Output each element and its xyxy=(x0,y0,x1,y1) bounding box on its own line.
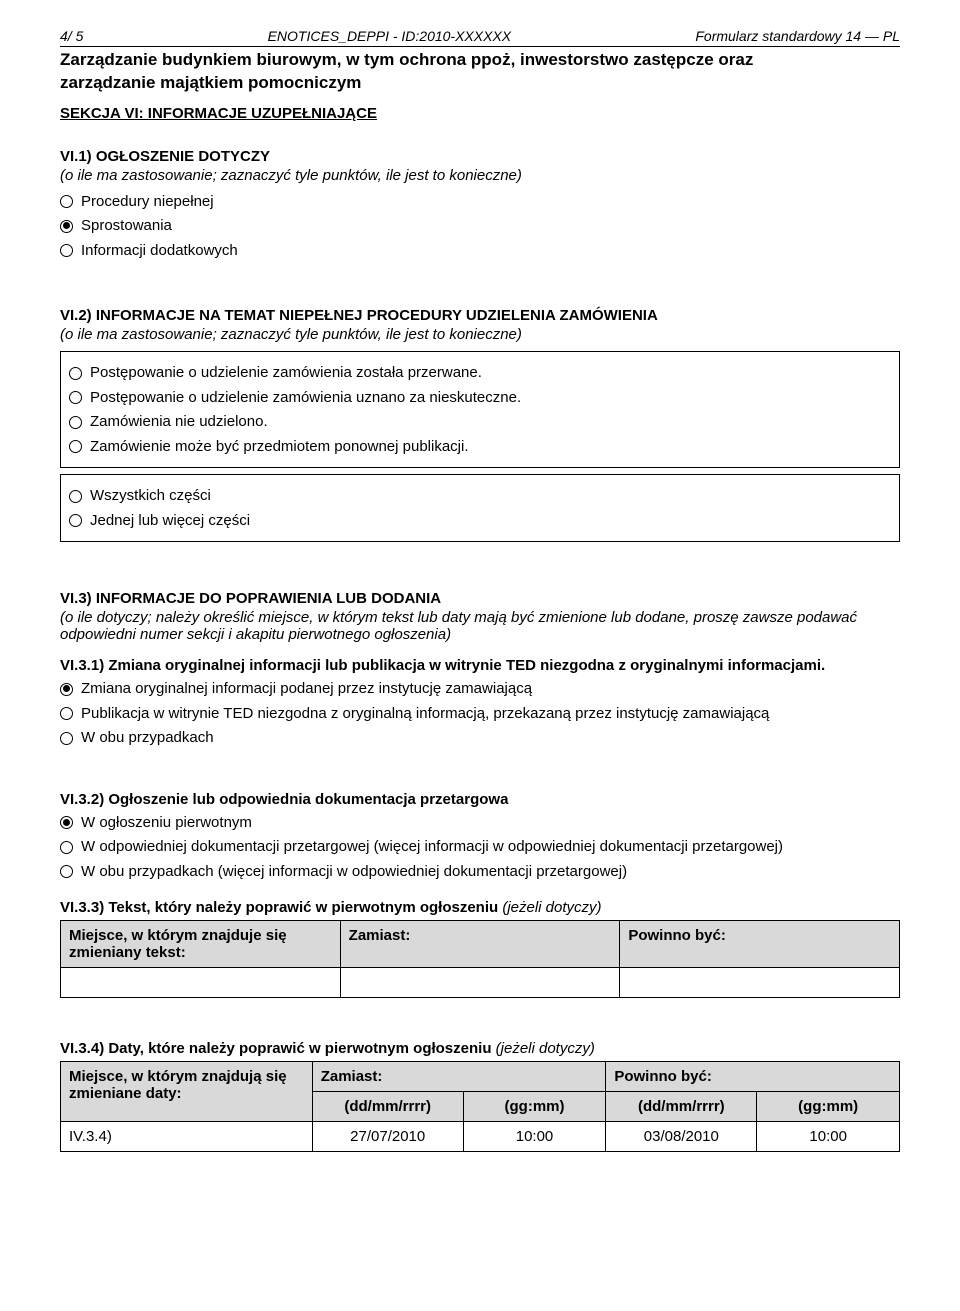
vi34-th-zamiast: Zamiast: xyxy=(312,1062,606,1092)
vi34-cell-loc: IV.3.4) xyxy=(61,1122,313,1152)
vi2-option-jednej[interactable]: Jednej lub więcej części xyxy=(69,511,891,531)
vi3-heading: VI.3) INFORMACJE DO POPRAWIENIA LUB DODA… xyxy=(60,590,900,607)
option-label: W odpowiedniej dokumentacji przetargowej… xyxy=(81,837,783,857)
radio-icon xyxy=(69,440,82,453)
option-label: W obu przypadkach (więcej informacji w o… xyxy=(81,862,627,882)
option-label: Publikacja w witrynie TED niezgodna z or… xyxy=(81,704,769,724)
vi2-box2: Wszystkich części Jednej lub więcej częś… xyxy=(60,474,900,542)
option-label: W ogłoszeniu pierwotnym xyxy=(81,813,252,833)
radio-icon xyxy=(69,490,82,503)
vi33-th-location: Miejsce, w którym znajduje się zmieniany… xyxy=(61,921,341,968)
option-label: Jednej lub więcej części xyxy=(90,511,250,531)
radio-icon xyxy=(69,367,82,380)
doc-id: ENOTICES_DEPPI - ID:2010-XXXXXX xyxy=(268,28,512,44)
vi34-sub-date1: (dd/mm/rrrr) xyxy=(312,1092,463,1122)
vi32-option-pierwotnym[interactable]: W ogłoszeniu pierwotnym xyxy=(60,813,900,833)
radio-icon xyxy=(60,244,73,257)
option-label: Postępowanie o udzielenie zamówienia uzn… xyxy=(90,388,521,408)
vi34-heading-italic: (jeżeli dotyczy) xyxy=(496,1040,595,1057)
option-label: Zamówienie może być przedmiotem ponownej… xyxy=(90,437,469,457)
header-row: 4/ 5 ENOTICES_DEPPI - ID:2010-XXXXXX For… xyxy=(60,28,900,47)
page-container: 4/ 5 ENOTICES_DEPPI - ID:2010-XXXXXX For… xyxy=(0,0,960,1192)
vi33-th-powinno: Powinno być: xyxy=(620,921,900,968)
vi33-heading-bold: VI.3.3) Tekst, który należy poprawić w p… xyxy=(60,899,502,916)
radio-icon xyxy=(69,391,82,404)
vi2-option-przerwane[interactable]: Postępowanie o udzielenie zamówienia zos… xyxy=(69,363,891,383)
vi34-cell-t1: 10:00 xyxy=(463,1122,606,1152)
vi1-note: (o ile ma zastosowanie; zaznaczyć tyle p… xyxy=(60,167,900,184)
vi34-sub-time1: (gg:mm) xyxy=(463,1092,606,1122)
option-label: W obu przypadkach xyxy=(81,728,214,748)
page-indicator: 4/ 5 xyxy=(60,28,83,44)
vi32-option-dokumentacji[interactable]: W odpowiedniej dokumentacji przetargowej… xyxy=(60,837,900,857)
vi2-option-wszystkich[interactable]: Wszystkich części xyxy=(69,486,891,506)
vi3-note: (o ile dotyczy; należy określić miejsce,… xyxy=(60,609,900,643)
vi34-th-powinno: Powinno być: xyxy=(606,1062,900,1092)
radio-selected-icon xyxy=(60,683,73,696)
vi1-option-procedury[interactable]: Procedury niepełnej xyxy=(60,192,900,212)
vi2-option-ponowna[interactable]: Zamówienie może być przedmiotem ponownej… xyxy=(69,437,891,457)
vi31-option-obu[interactable]: W obu przypadkach xyxy=(60,728,900,748)
form-label: Formularz standardowy 14 — PL xyxy=(695,28,900,44)
option-label: Sprostowania xyxy=(81,216,172,236)
vi34-cell-d2: 03/08/2010 xyxy=(606,1122,757,1152)
vi31-heading: VI.3.1) Zmiana oryginalnej informacji lu… xyxy=(60,657,900,674)
vi32-heading: VI.3.2) Ogłoszenie lub odpowiednia dokum… xyxy=(60,791,900,808)
vi1-option-informacji[interactable]: Informacji dodatkowych xyxy=(60,241,900,261)
vi2-note: (o ile ma zastosowanie; zaznaczyć tyle p… xyxy=(60,326,900,343)
vi34-heading: VI.3.4) Daty, które należy poprawić w pi… xyxy=(60,1040,900,1057)
vi2-option-nieudzielono[interactable]: Zamówienia nie udzielono. xyxy=(69,412,891,432)
vi1-heading: VI.1) OGŁOSZENIE DOTYCZY xyxy=(60,148,900,165)
option-label: Zamówienia nie udzielono. xyxy=(90,412,268,432)
vi34-cell-d1: 27/07/2010 xyxy=(312,1122,463,1152)
table-cell xyxy=(340,968,620,998)
option-label: Procedury niepełnej xyxy=(81,192,214,212)
radio-icon xyxy=(69,416,82,429)
vi1-option-sprostowania[interactable]: Sprostowania xyxy=(60,216,900,236)
table-cell xyxy=(61,968,341,998)
section-vi-heading: SEKCJA VI: INFORMACJE UZUPEŁNIAJĄCE xyxy=(60,105,900,122)
option-label: Postępowanie o udzielenie zamówienia zos… xyxy=(90,363,482,383)
vi34-data-row: IV.3.4) 27/07/2010 10:00 03/08/2010 10:0… xyxy=(61,1122,900,1152)
radio-icon xyxy=(69,514,82,527)
vi34-th-location: Miejsce, w którym znajdują się zmieniane… xyxy=(61,1062,313,1122)
vi2-heading: VI.2) INFORMACJE NA TEMAT NIEPEŁNEJ PROC… xyxy=(60,307,900,324)
vi31-option-zmiana[interactable]: Zmiana oryginalnej informacji podanej pr… xyxy=(60,679,900,699)
vi34-table: Miejsce, w którym znajdują się zmieniane… xyxy=(60,1061,900,1152)
vi33-heading-italic: (jeżeli dotyczy) xyxy=(502,899,601,916)
vi32-option-obu[interactable]: W obu przypadkach (więcej informacji w o… xyxy=(60,862,900,882)
radio-icon xyxy=(60,841,73,854)
option-label: Wszystkich części xyxy=(90,486,211,506)
vi34-heading-bold: VI.3.4) Daty, które należy poprawić w pi… xyxy=(60,1040,496,1057)
vi33-empty-row xyxy=(61,968,900,998)
vi33-table: Miejsce, w którym znajduje się zmieniany… xyxy=(60,920,900,998)
vi33-heading: VI.3.3) Tekst, który należy poprawić w p… xyxy=(60,899,900,916)
title-line1: Zarządzanie budynkiem biurowym, w tym oc… xyxy=(60,49,900,72)
radio-selected-icon xyxy=(60,816,73,829)
vi2-option-nieskuteczne[interactable]: Postępowanie o udzielenie zamówienia uzn… xyxy=(69,388,891,408)
radio-icon xyxy=(60,195,73,208)
document-title: Zarządzanie budynkiem biurowym, w tym oc… xyxy=(60,49,900,95)
vi34-sub-time2: (gg:mm) xyxy=(757,1092,900,1122)
vi2-box1: Postępowanie o udzielenie zamówienia zos… xyxy=(60,351,900,468)
radio-icon xyxy=(60,732,73,745)
radio-icon xyxy=(60,707,73,720)
vi31-option-publikacja[interactable]: Publikacja w witrynie TED niezgodna z or… xyxy=(60,704,900,724)
vi34-cell-t2: 10:00 xyxy=(757,1122,900,1152)
title-line2: zarządzanie majątkiem pomocniczym xyxy=(60,72,900,95)
vi33-th-zamiast: Zamiast: xyxy=(340,921,620,968)
option-label: Informacji dodatkowych xyxy=(81,241,238,261)
radio-icon xyxy=(60,865,73,878)
option-label: Zmiana oryginalnej informacji podanej pr… xyxy=(81,679,532,699)
radio-selected-icon xyxy=(60,220,73,233)
table-cell xyxy=(620,968,900,998)
vi34-sub-date2: (dd/mm/rrrr) xyxy=(606,1092,757,1122)
